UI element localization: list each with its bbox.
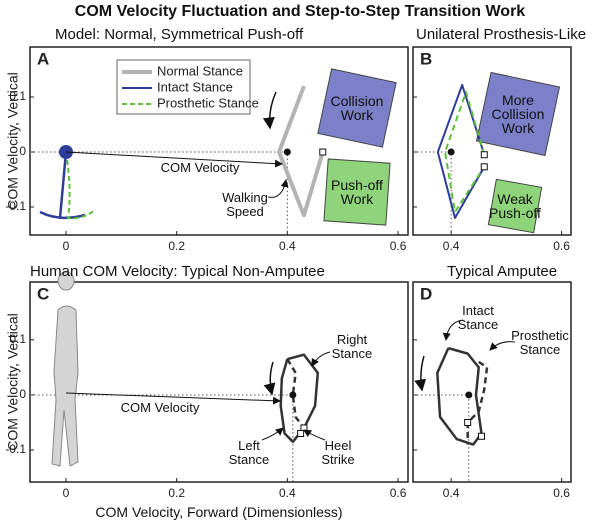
panel-frame <box>29 46 409 236</box>
reference-line <box>413 394 470 482</box>
pendulum-leg-dashed <box>65 151 96 220</box>
marker-square <box>464 418 472 426</box>
panel-title: Typical Amputee <box>447 263 558 280</box>
annotation: Right Stance <box>331 332 373 361</box>
rotation-arrow <box>262 91 277 130</box>
rotation-arrow <box>263 361 276 396</box>
panel-title: Unilateral Prosthesis-Like <box>416 26 587 43</box>
x-tick-label: 0.6 <box>553 239 570 253</box>
x-tick-label: 0.6 <box>553 486 570 500</box>
com-arrow <box>65 151 283 168</box>
reference-line <box>30 394 294 482</box>
series-line <box>444 91 486 213</box>
x-tick-label: 0.4 <box>279 486 296 500</box>
series-line <box>436 346 483 446</box>
marker-square <box>480 163 488 171</box>
work-box <box>317 68 397 148</box>
panel-frame <box>412 281 572 483</box>
marker-square <box>478 432 486 440</box>
legend-label: Normal Stance <box>157 63 243 78</box>
x-tick-label: 0 <box>63 486 70 500</box>
work-box-label: Collision Work <box>330 93 384 123</box>
y-tick-label: 0.1 <box>9 89 26 103</box>
panel-letter: A <box>37 49 49 68</box>
reference-line <box>413 151 452 235</box>
panel-letter: D <box>420 284 432 303</box>
pointer <box>311 351 331 367</box>
legend-label: Intact Stance <box>157 79 233 94</box>
series-line <box>277 85 325 218</box>
pendulum-leg <box>58 151 68 219</box>
pointer <box>261 427 284 441</box>
annotation: Prosthetic Stance <box>511 328 569 357</box>
work-box <box>323 158 391 226</box>
panel-title: Model: Normal, Symmetrical Push-off <box>55 26 304 43</box>
pointer <box>442 319 464 341</box>
marker-square <box>297 430 305 438</box>
panel-letter: B <box>420 49 432 68</box>
marker-square <box>480 151 488 159</box>
marker-dot <box>283 148 291 156</box>
marker-square <box>319 148 327 156</box>
x-tick-label: 0.6 <box>390 239 407 253</box>
annotation: COM Velocity <box>160 160 240 175</box>
y-axis-label: COM Velocity, Vertical <box>5 313 21 450</box>
series-line <box>286 358 305 429</box>
annotation: Heel Strike <box>321 438 355 467</box>
annotation: Walking Speed <box>222 190 268 219</box>
x-tick-label: 0 <box>63 239 70 253</box>
x-tick-label: 0.4 <box>443 486 460 500</box>
panel-title: Human COM Velocity: Typical Non-Amputee <box>30 263 325 280</box>
panel-frame <box>29 281 409 483</box>
x-tick-label: 0.2 <box>168 486 185 500</box>
panel-letter: C <box>37 284 49 303</box>
y-tick-label: 0 <box>19 144 26 158</box>
panel-frame <box>412 46 572 236</box>
annotation: Intact Stance <box>457 303 499 332</box>
y-axis-label: COM Velocity, Vertical <box>5 72 21 209</box>
x-tick-label: 0.6 <box>390 486 407 500</box>
human-figure <box>51 271 79 467</box>
x-axis-label: COM Velocity, Forward (Dimensionless) <box>95 504 343 520</box>
y-tick-label: -0.1 <box>5 442 26 456</box>
com-arrow <box>65 392 281 405</box>
series-line <box>466 360 489 445</box>
y-tick-label: -0.1 <box>5 199 26 213</box>
work-box <box>475 71 561 157</box>
figure-title: COM Velocity Fluctuation and Step-to-Ste… <box>74 3 526 20</box>
x-tick-label: 0.4 <box>443 239 460 253</box>
series-line <box>279 353 320 444</box>
y-tick-label: 0 <box>19 387 26 401</box>
legend-label: Prosthetic Stance <box>157 95 259 110</box>
y-tick-label: 0.1 <box>9 332 26 346</box>
x-tick-label: 0.4 <box>279 239 296 253</box>
pendulum-arc <box>39 210 86 220</box>
marker-dot <box>465 391 473 399</box>
rotation-arrow <box>414 355 427 392</box>
annotation: COM Velocity <box>120 400 200 415</box>
marker-dot <box>289 391 297 399</box>
pointer <box>303 429 326 441</box>
marker-dot <box>447 148 455 156</box>
annotation: Left Stance <box>228 438 270 467</box>
walking-speed-arrow <box>267 179 289 198</box>
x-tick-label: 0.2 <box>168 239 185 253</box>
pointer <box>489 341 516 351</box>
work-box-label: More Collision Work <box>491 92 545 136</box>
work-box <box>487 178 543 234</box>
work-box-label: Weak Push-off <box>489 191 541 221</box>
work-box-label: Push-off Work <box>331 177 383 207</box>
series-line <box>436 83 486 219</box>
